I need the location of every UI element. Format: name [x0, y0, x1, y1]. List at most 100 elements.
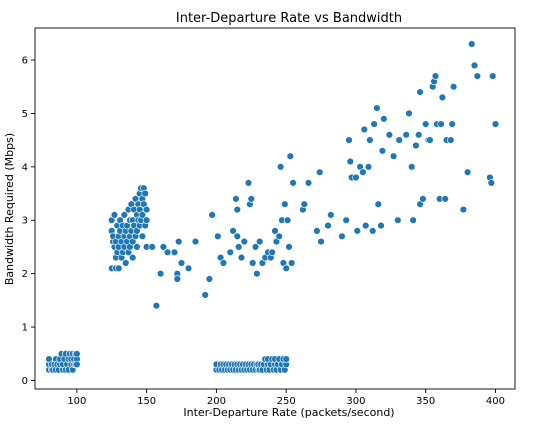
data-point [241, 238, 248, 245]
data-point [178, 260, 185, 267]
data-point [396, 137, 403, 144]
y-tick-label: 0 [22, 376, 28, 387]
data-point [288, 260, 295, 267]
data-point [408, 163, 415, 170]
data-point [115, 265, 122, 272]
data-point [206, 276, 213, 283]
data-point [175, 238, 182, 245]
data-point [422, 121, 429, 128]
data-point [276, 233, 283, 240]
x-axis-label: Inter-Departure Rate (packets/second) [183, 406, 394, 419]
data-point [245, 180, 252, 187]
data-point [371, 121, 378, 128]
data-point [347, 158, 354, 165]
x-tick-label: 350 [416, 396, 435, 407]
x-axis-ticks: 100 150 200 250 300 350 400 [67, 389, 505, 407]
data-point [318, 238, 325, 245]
y-axis-ticks: 0 1 2 3 4 5 6 [22, 56, 35, 387]
data-point [111, 212, 118, 219]
data-point [284, 217, 291, 224]
data-point [378, 222, 385, 229]
data-point [238, 254, 245, 261]
data-point [142, 190, 149, 197]
data-point [249, 260, 256, 267]
data-point [143, 217, 150, 224]
data-point [375, 201, 382, 208]
data-point [74, 361, 81, 368]
data-point [254, 270, 261, 277]
chart-title: Inter-Departure Rate vs Bandwidth [176, 11, 402, 26]
data-point [74, 350, 81, 357]
y-tick-label: 5 [22, 109, 28, 120]
data-point [327, 212, 334, 219]
data-point [269, 249, 276, 256]
data-point [442, 196, 449, 203]
data-point [346, 137, 353, 144]
data-point [290, 180, 297, 187]
data-point [287, 153, 294, 160]
y-tick-label: 6 [22, 56, 28, 67]
data-point [354, 228, 361, 235]
data-point [234, 206, 241, 213]
data-point [134, 244, 141, 251]
data-point [460, 206, 467, 213]
data-point [432, 73, 439, 80]
data-point [447, 137, 454, 144]
x-tick-label: 100 [67, 396, 86, 407]
data-point [394, 217, 401, 224]
data-point [283, 356, 290, 363]
data-point [185, 265, 192, 272]
data-point [413, 142, 420, 149]
data-point [281, 201, 288, 208]
data-point [122, 260, 129, 267]
data-point [468, 41, 475, 48]
y-axis-label: Bandwidth Required (Mbps) [3, 133, 16, 285]
data-point [305, 180, 312, 187]
data-point [153, 302, 160, 309]
data-point [438, 121, 445, 128]
y-tick-label: 3 [22, 216, 28, 227]
data-point [343, 217, 350, 224]
data-points [46, 41, 499, 374]
data-point [449, 121, 456, 128]
data-point [420, 196, 427, 203]
data-point [367, 137, 374, 144]
data-point [427, 137, 434, 144]
y-tick-label: 2 [22, 269, 28, 280]
data-point [386, 131, 393, 138]
data-point [361, 126, 368, 133]
data-point [353, 174, 360, 181]
data-point [256, 238, 263, 245]
data-point [233, 196, 240, 203]
data-point [380, 115, 387, 122]
data-point [209, 212, 216, 219]
data-point [464, 169, 471, 176]
data-point [171, 249, 178, 256]
data-point [471, 62, 478, 69]
data-point [415, 131, 422, 138]
data-point [406, 110, 413, 117]
data-point [164, 249, 171, 256]
data-point [149, 244, 156, 251]
data-point [301, 201, 308, 208]
y-tick-label: 1 [22, 323, 28, 334]
data-point [325, 222, 332, 229]
data-point [362, 222, 369, 229]
data-point [157, 270, 164, 277]
data-point [248, 196, 255, 203]
y-tick-label: 4 [22, 162, 28, 173]
data-point [129, 254, 136, 261]
data-point [286, 244, 293, 251]
data-point [202, 292, 209, 299]
data-point [283, 265, 290, 272]
plot-frame [35, 28, 515, 389]
data-point [365, 163, 372, 170]
data-point [390, 153, 397, 160]
data-point [316, 169, 323, 176]
data-point [314, 228, 321, 235]
data-point [220, 260, 227, 267]
data-point [379, 147, 386, 154]
x-tick-label: 400 [486, 396, 505, 407]
data-point [143, 206, 150, 213]
